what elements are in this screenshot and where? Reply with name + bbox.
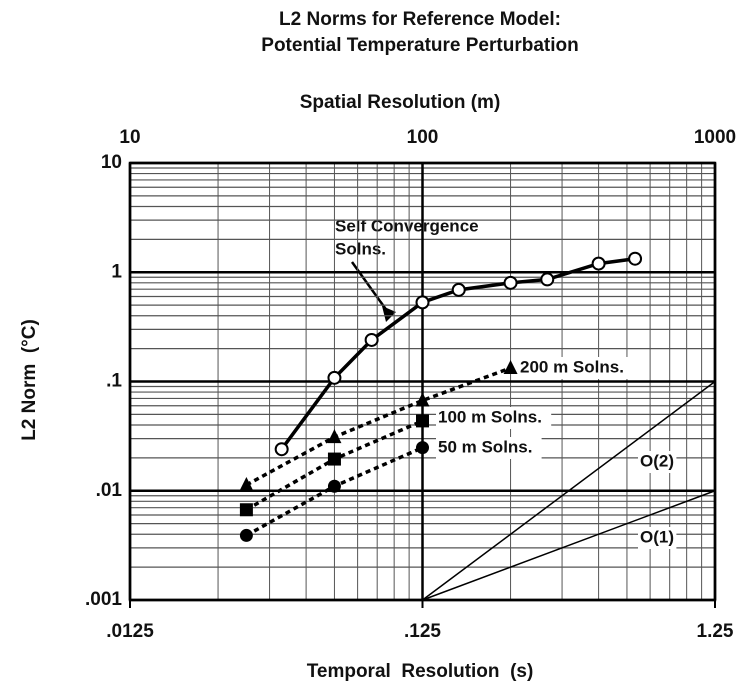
chart-subtitle: Potential Temperature Perturbation	[261, 35, 578, 56]
x-tick-label: 100	[407, 127, 439, 148]
marker	[239, 476, 254, 491]
x2-tick-label: .0125	[106, 621, 154, 642]
marker	[451, 282, 466, 297]
marker	[415, 295, 430, 310]
x2-tick-label: .125	[404, 621, 441, 642]
label-bg	[436, 407, 552, 429]
y-tick-label: 1	[111, 261, 122, 282]
marker	[327, 479, 341, 493]
annotation: Self Convergence	[335, 216, 479, 235]
x2-axis-title: Temporal Resolution (s)	[307, 661, 534, 682]
y-tick-label: .01	[96, 480, 123, 501]
series-label: O(1)	[640, 527, 674, 546]
x2-tick-label: 1.25	[697, 621, 734, 642]
marker	[540, 272, 555, 287]
marker	[239, 503, 253, 517]
annotation: Solns.	[335, 239, 386, 258]
series-label: O(2)	[640, 451, 674, 470]
arrow-head	[382, 306, 396, 322]
y-tick-label: .001	[85, 589, 122, 610]
marker	[364, 332, 379, 347]
series-label: 50 m Solns.	[438, 437, 532, 456]
x-axis-title: Spatial Resolution (m)	[300, 92, 501, 113]
marker	[628, 251, 643, 266]
marker	[503, 275, 518, 290]
y-tick-label: 10	[101, 152, 122, 173]
label-bg	[638, 451, 677, 473]
series-label: 100 m Solns.	[438, 407, 542, 426]
marker	[327, 370, 342, 385]
x-tick-label: 1000	[694, 127, 736, 148]
label-bg	[518, 357, 634, 379]
marker	[416, 414, 429, 428]
marker	[415, 392, 430, 407]
marker	[503, 359, 518, 374]
marker	[274, 442, 289, 457]
marker	[239, 528, 253, 542]
annotation-arrow	[350, 261, 392, 316]
series-line	[245, 366, 512, 487]
y-tick-label: .1	[106, 371, 122, 392]
chart-title: L2 Norms for Reference Model:	[279, 9, 561, 30]
series-line	[422, 490, 716, 601]
series-line	[422, 380, 716, 601]
marker	[327, 452, 341, 466]
label-bg	[638, 527, 677, 549]
label-bg	[436, 437, 542, 459]
marker	[591, 256, 606, 271]
y-axis-title: L2 Norm (°C)	[19, 319, 40, 441]
x-tick-label: 10	[119, 127, 140, 148]
marker	[327, 429, 342, 444]
marker	[416, 441, 429, 455]
series-label: 200 m Solns.	[520, 357, 624, 376]
